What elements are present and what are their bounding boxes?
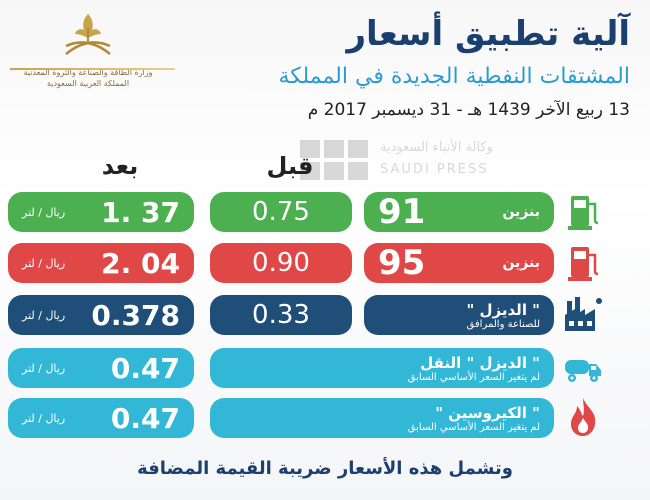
fuel-octane: 91 <box>378 192 426 232</box>
kingdom-name: المملكة العربية السعودية <box>46 79 130 88</box>
price-after-kerosene: ريال / لتر 0.47 <box>8 398 194 438</box>
price-before-gasoline-91: 0.75 <box>210 192 352 232</box>
spa-watermark: وكالة الأنباء السعودية SAUDI PRESS <box>300 138 530 182</box>
ministry-logo: وزارة الطاقة والصناعة والثروة المعدنية ا… <box>8 10 168 100</box>
price-unit: ريال / لتر <box>22 361 66 375</box>
gas-pump-icon <box>568 247 599 281</box>
fuel-label-kerosene: " الكيروسين " لم يتغير السعر الأساسي الس… <box>210 398 554 438</box>
price-after-diesel-industry: ريال / لتر 0.378 <box>8 295 194 335</box>
price-value: 0.47 <box>110 351 180 385</box>
fuel-name: " الديزل " <box>466 300 541 319</box>
fuel-label-gasoline-95: بنزين 95 <box>364 243 554 283</box>
fuel-label-diesel-transport: " الديزل " النقل لم يتغير السعر الأساسي … <box>210 348 554 388</box>
price-after-diesel-transport: ريال / لتر 0.47 <box>8 348 194 388</box>
page-title: آلية تطبيق أسعار <box>346 14 630 54</box>
fuel-name: " الكيروسين " <box>435 403 540 422</box>
price-unit: ريال / لتر <box>22 205 66 219</box>
effective-date: 13 ربيع الآخر 1439 هـ - 31 ديسمبر 2017 م <box>307 100 630 120</box>
column-header-after: بعد <box>101 152 139 180</box>
factory-icon <box>565 297 602 331</box>
price-after-gasoline-95: ريال / لتر 2. 04 <box>8 243 194 283</box>
spa-logo-icon <box>300 140 368 180</box>
saudi-emblem-icon <box>65 14 111 55</box>
fuel-name: بنزين <box>502 204 540 220</box>
watermark-latin: SAUDI PRESS <box>380 162 489 177</box>
fuel-note: لم يتغير السعر الأساسي السابق <box>407 371 540 383</box>
fuel-label-gasoline-91: بنزين 91 <box>364 192 554 232</box>
price-value: 0.47 <box>110 401 180 435</box>
price-before-diesel-industry: 0.33 <box>210 295 352 335</box>
price-unit: ريال / لتر <box>22 411 66 425</box>
price-value: 0.90 <box>252 248 310 278</box>
tanker-truck-icon <box>565 360 601 382</box>
price-value: 1. 37 <box>101 195 180 229</box>
fuel-name: بنزين <box>502 255 540 271</box>
price-value: 0.75 <box>252 197 310 227</box>
price-value: 0.33 <box>252 300 310 330</box>
fuel-note: لم يتغير السعر الأساسي السابق <box>407 421 540 433</box>
watermark-arabic: وكالة الأنباء السعودية <box>380 140 493 155</box>
price-after-gasoline-91: ريال / لتر 1. 37 <box>8 192 194 232</box>
ministry-name: وزارة الطاقة والصناعة والثروة المعدنية <box>23 68 153 77</box>
page-subtitle: المشتقات النفطية الجديدة في المملكة <box>278 64 630 89</box>
gas-pump-icon <box>568 196 599 230</box>
price-unit: ريال / لتر <box>22 308 66 322</box>
fuel-name: " الديزل " النقل <box>420 353 540 372</box>
flame-icon <box>571 398 596 436</box>
price-unit: ريال / لتر <box>22 256 66 270</box>
header-divider <box>10 68 175 70</box>
price-before-gasoline-95: 0.90 <box>210 243 352 283</box>
price-value: 2. 04 <box>101 246 180 280</box>
vat-note: وتشمل هذه الأسعار ضريبة القيمة المضافة <box>137 458 513 479</box>
column-header-before: قبل <box>266 152 314 180</box>
price-value: 0.378 <box>91 298 180 332</box>
fuel-note: للصناعة والمرافق <box>466 318 540 330</box>
fuel-label-diesel-industry: " الديزل " للصناعة والمرافق <box>364 295 554 335</box>
fuel-octane: 95 <box>378 243 426 283</box>
